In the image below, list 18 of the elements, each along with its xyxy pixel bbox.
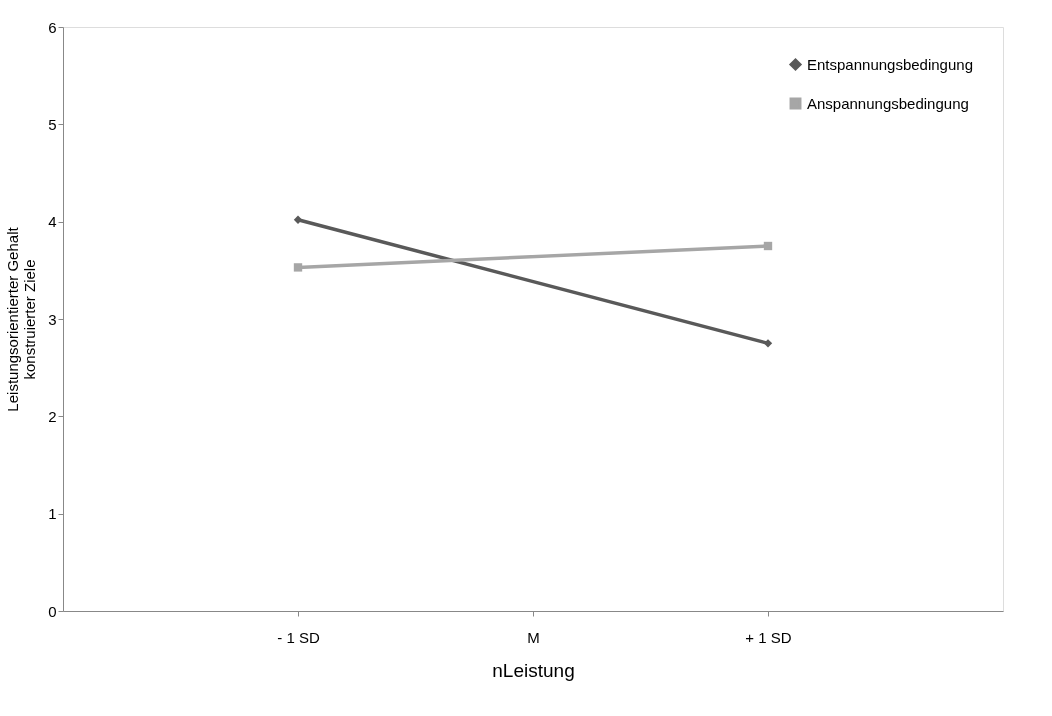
y-tick-label: 2 <box>48 407 57 425</box>
y-tick-label: 3 <box>48 310 57 328</box>
x-tick-label: - 1 SD <box>277 628 320 646</box>
y-tick-label: 0 <box>48 602 57 620</box>
point <box>763 241 773 251</box>
point <box>293 263 303 272</box>
x-axis-title: nLeistung <box>492 659 575 681</box>
x-tick-label: + 1 SD <box>745 628 792 646</box>
y-tick-label: 4 <box>48 213 57 231</box>
point <box>293 215 303 224</box>
y-tick-label: 1 <box>48 505 57 523</box>
x-tick-label: M <box>527 628 540 646</box>
y-axis-title: Leistungsorientierter Gehalt konstruierter Ziele <box>4 226 39 412</box>
y-tick-label: 5 <box>48 115 57 133</box>
y-tick-label: 6 <box>48 18 57 36</box>
point <box>763 339 773 348</box>
legend-label: Anspannungsbedingung <box>807 94 969 112</box>
legend-label: Entspannungsbedingung <box>807 55 973 73</box>
